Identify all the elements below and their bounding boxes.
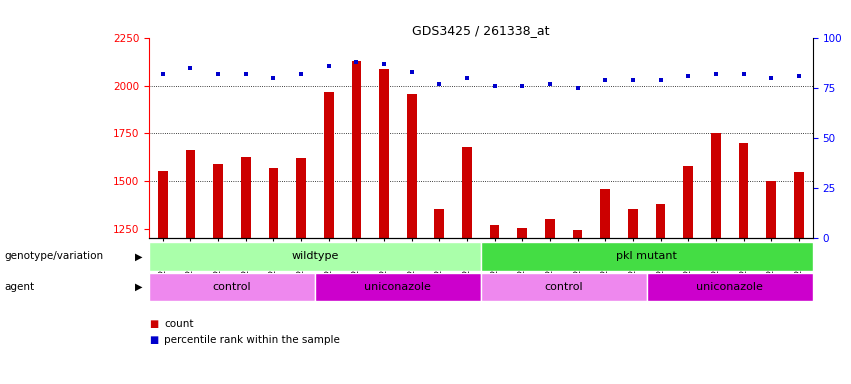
Bar	[490, 225, 500, 238]
Point	[598, 77, 612, 83]
Bar	[351, 61, 361, 238]
Bar	[296, 158, 306, 238]
Bar	[481, 242, 813, 271]
Bar	[407, 94, 416, 238]
Bar	[739, 143, 748, 238]
Point	[792, 73, 806, 79]
Point	[239, 71, 253, 78]
Bar	[462, 147, 471, 238]
Bar	[601, 189, 610, 238]
Bar	[149, 242, 481, 271]
Text: percentile rank within the sample: percentile rank within the sample	[164, 335, 340, 345]
Point	[377, 61, 391, 68]
Text: ■: ■	[149, 335, 158, 345]
Bar	[767, 181, 776, 238]
Point	[184, 65, 197, 71]
Bar	[241, 157, 250, 238]
Bar	[435, 209, 444, 238]
Point	[405, 69, 419, 75]
Bar	[711, 134, 721, 238]
Point	[764, 75, 778, 81]
Bar	[149, 273, 315, 301]
Bar	[481, 273, 647, 301]
Point	[432, 81, 446, 88]
Point	[266, 75, 280, 81]
Bar	[647, 273, 813, 301]
Point	[654, 77, 667, 83]
Text: control: control	[545, 282, 583, 292]
Point	[156, 71, 169, 78]
Text: ■: ■	[149, 319, 158, 329]
Text: uniconazole: uniconazole	[364, 282, 431, 292]
Point	[516, 83, 529, 89]
Point	[211, 71, 225, 78]
Text: control: control	[213, 282, 251, 292]
Bar	[324, 92, 334, 238]
Text: uniconazole: uniconazole	[696, 282, 763, 292]
Bar	[158, 170, 168, 238]
Point	[709, 71, 722, 78]
Point	[682, 73, 695, 79]
Bar	[517, 228, 527, 238]
Text: count: count	[164, 319, 194, 329]
Bar	[214, 164, 223, 238]
Point	[294, 71, 308, 78]
Bar	[656, 204, 665, 238]
Bar	[573, 230, 582, 238]
Bar	[545, 219, 555, 238]
Text: wildtype: wildtype	[291, 251, 339, 262]
Point	[626, 77, 640, 83]
Text: genotype/variation: genotype/variation	[4, 251, 103, 262]
Text: pkl mutant: pkl mutant	[616, 251, 677, 262]
Title: GDS3425 / 261338_at: GDS3425 / 261338_at	[412, 24, 550, 37]
Point	[350, 59, 363, 65]
Bar	[794, 172, 803, 238]
Point	[737, 71, 751, 78]
Text: ▶: ▶	[135, 251, 142, 262]
Text: agent: agent	[4, 282, 34, 292]
Bar	[683, 166, 693, 238]
Bar	[315, 273, 481, 301]
Bar	[628, 209, 637, 238]
Bar	[380, 69, 389, 238]
Point	[488, 83, 501, 89]
Point	[460, 75, 474, 81]
Text: ▶: ▶	[135, 282, 142, 292]
Bar	[269, 168, 278, 238]
Point	[322, 63, 335, 70]
Bar	[186, 150, 195, 238]
Point	[543, 81, 557, 88]
Point	[571, 85, 585, 91]
